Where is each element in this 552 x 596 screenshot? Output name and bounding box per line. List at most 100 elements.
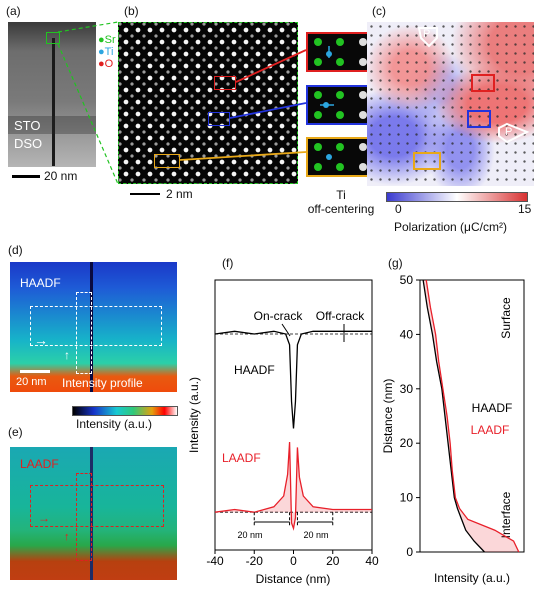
ann-on-crack: On-crack <box>254 309 304 323</box>
interface-band <box>8 116 96 134</box>
cbar-label: Polarization (μC/cm²) <box>394 220 507 234</box>
dso-label: DSO <box>14 136 43 151</box>
horizontal-profile-box <box>30 306 162 346</box>
g-ytick-label-5: 50 <box>400 273 414 287</box>
right-arrow-icon: → <box>34 332 48 348</box>
inset-yellow-atoms <box>314 143 367 171</box>
panel-e-tag: (e) <box>8 425 23 439</box>
chart-g-ylabel: Distance (nm) <box>381 379 395 454</box>
panel-a-tag: (a) <box>6 4 21 18</box>
chart-g-xlabel: Intensity (a.u.) <box>434 571 510 585</box>
f-xtick-label-0: -40 <box>206 554 224 568</box>
series-label-laadf: LAADF <box>222 451 261 465</box>
f-series-laadf <box>214 441 372 531</box>
f-xtick-label-1: -20 <box>246 554 264 568</box>
map-box-red <box>471 74 495 92</box>
caption-line-1: Ti <box>336 188 346 202</box>
polarization-arrows <box>417 27 530 144</box>
laadf-vertical-box <box>76 473 92 561</box>
chart-g-frame <box>419 279 525 553</box>
haadf-map: HAADF → ↑ 20 nm Intensity profile <box>10 262 177 392</box>
width-label-right: 20 nm <box>303 530 328 540</box>
zoom-frame <box>118 22 298 184</box>
scalebar-a-label: 20 nm <box>44 169 78 183</box>
ann-off-crack: Off-crack <box>316 309 365 323</box>
scalebar-a <box>12 175 40 178</box>
crack-line <box>52 38 55 166</box>
g-ytick-label-1: 10 <box>400 491 414 505</box>
scalebar-b-label: 2 nm <box>166 187 193 201</box>
ann-interface: Interface <box>499 491 513 538</box>
g-series-label-laadf: LAADF <box>471 423 510 437</box>
legend-o: ●O <box>98 58 114 70</box>
intensity-colorbar-label: Intensity (a.u.) <box>76 417 153 431</box>
atom-legend: ●Sr ●Ti ●O <box>98 34 116 70</box>
chart-f: Intensity (a.u.) Distance (nm) On-crack … <box>187 279 379 586</box>
caption-line-2: off-centering <box>307 202 375 216</box>
ti-offcentering-caption: Ti off-centering <box>300 188 382 216</box>
panel-d-tag: (d) <box>8 243 23 257</box>
chart-f-ylabel: Intensity (a.u.) <box>187 377 201 453</box>
intensity-colorbar <box>72 406 178 416</box>
laadf-map: LAADF → ↑ <box>10 447 177 580</box>
cbar-max: 15 <box>518 202 532 216</box>
g-ytick-label-2: 20 <box>400 436 414 450</box>
arrow-label-1: P <box>423 28 431 40</box>
panel-c-tag: (c) <box>372 4 386 18</box>
polarization-map: P P <box>367 22 534 186</box>
g-ytick-label-0: 0 <box>406 545 413 559</box>
f-on-crack-arrow <box>281 323 291 337</box>
region-box-blue <box>208 112 230 126</box>
inset-red <box>306 32 378 72</box>
vertical-profile-box <box>76 292 92 374</box>
region-box-red <box>214 76 236 90</box>
zoom-region-box <box>46 32 60 44</box>
chart-g: Distance (nm) Intensity (a.u.) Surface I… <box>381 273 525 585</box>
g-ytick-label-3: 30 <box>400 382 414 396</box>
inset-red-atoms <box>314 38 367 66</box>
f-xtick-label-3: 20 <box>326 554 340 568</box>
inset-blue <box>306 85 378 125</box>
arrow-label-2: P <box>505 126 513 138</box>
legend-o-label: O <box>104 58 114 70</box>
cbar-min: 0 <box>395 202 402 216</box>
chart-f-xlabel: Distance (nm) <box>256 572 331 586</box>
laadf-horizontal-box <box>30 485 164 527</box>
panel-f-tag: (f) <box>222 256 234 270</box>
profile-label: Intensity profile <box>62 376 143 390</box>
scalebar-d-label: 20 nm <box>16 376 47 388</box>
chart-g-plot: 0 10 20 30 40 50 <box>400 273 520 559</box>
tem-overview-image: STO DSO <box>8 22 96 167</box>
atomic-resolution-image <box>118 22 298 184</box>
legend-ti-label: Ti <box>104 46 114 58</box>
ann-surface: Surface <box>499 297 513 339</box>
region-box-yellow <box>154 154 180 168</box>
width-label-left: 20 nm <box>237 530 262 540</box>
legend-sr-label: Sr <box>104 34 116 46</box>
laadf-right-arrow-icon: → <box>38 511 50 525</box>
polarization-colorbar <box>386 192 528 202</box>
map-box-blue <box>467 110 491 128</box>
laadf-up-arrow-icon: ↑ <box>64 531 70 543</box>
haadf-label: HAADF <box>20 276 61 290</box>
g-series-haadf <box>422 279 485 553</box>
f-xtick-label-4: 40 <box>365 554 379 568</box>
f-series-haadf <box>214 330 372 429</box>
legend-sr: ●Sr <box>98 34 116 46</box>
laadf-label: LAADF <box>20 457 59 471</box>
f-xtick-label-2: 0 <box>290 554 297 568</box>
g-ytick-label-4: 40 <box>400 327 414 341</box>
g-series-label-haadf: HAADF <box>472 401 513 415</box>
panel-g-tag: (g) <box>388 256 403 270</box>
series-label-haadf: HAADF <box>234 363 275 377</box>
up-arrow-icon: ↑ <box>64 348 70 362</box>
panel-b-tag: (b) <box>124 4 139 18</box>
legend-ti: ●Ti <box>98 46 114 58</box>
sto-label: STO <box>14 118 41 133</box>
scalebar-b <box>130 193 160 195</box>
scalebar-d <box>20 370 50 373</box>
chart-f-plot: -40 -20 0 20 40 <box>206 323 379 568</box>
map-box-yellow <box>413 152 441 170</box>
g-series-laadf <box>425 279 520 553</box>
inset-blue-atoms <box>314 91 367 119</box>
